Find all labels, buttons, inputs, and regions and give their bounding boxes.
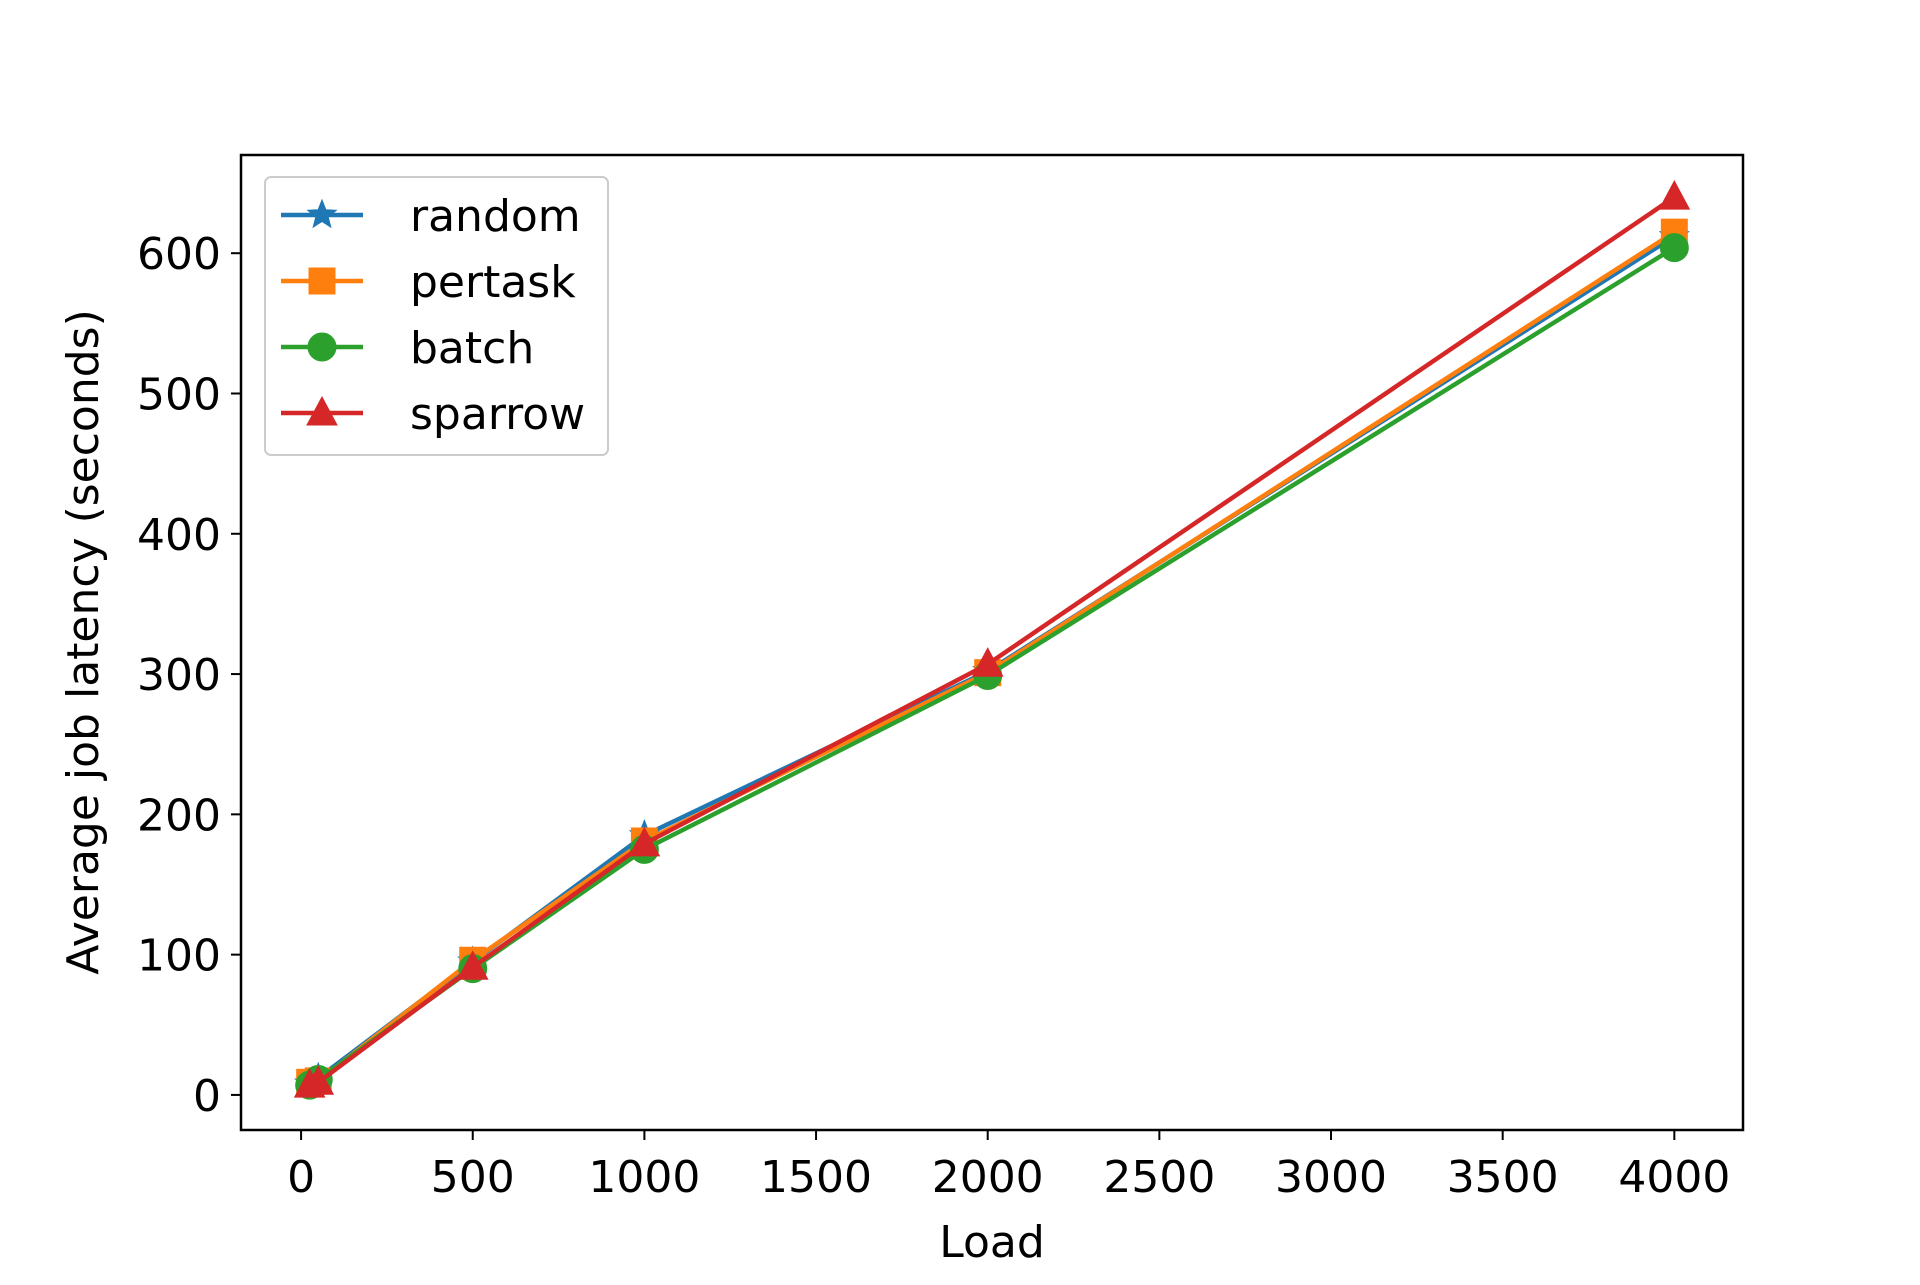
legend-item-batch: batch xyxy=(281,323,534,374)
legend-marker-pertask xyxy=(308,267,336,295)
x-tick-label: 0 xyxy=(287,1152,315,1203)
legend-marker-random xyxy=(306,198,338,229)
legend-label: sparrow xyxy=(410,389,585,440)
y-tick-label: 300 xyxy=(137,650,221,701)
legend-label: pertask xyxy=(410,257,576,308)
x-axis-label: Load xyxy=(939,1217,1045,1268)
y-tick-label: 400 xyxy=(137,510,221,561)
x-tick-label: 2000 xyxy=(932,1152,1044,1203)
legend-item-pertask: pertask xyxy=(281,257,576,308)
plot-frame xyxy=(239,153,1745,1132)
x-tick-label: 3000 xyxy=(1275,1152,1387,1203)
y-tick-label: 0 xyxy=(193,1071,221,1122)
legend-marker-sparrow xyxy=(306,395,338,426)
x-tick-label: 2500 xyxy=(1103,1152,1215,1203)
data-point-batch xyxy=(1659,233,1689,263)
y-tick-label: 200 xyxy=(137,790,221,841)
data-point-sparrow xyxy=(1658,180,1691,210)
series-group xyxy=(293,180,1691,1100)
series-sparrow xyxy=(293,180,1691,1098)
data-point-sparrow xyxy=(628,826,661,857)
x-tick-label: 500 xyxy=(431,1152,515,1203)
x-tick-label: 1000 xyxy=(588,1152,700,1203)
x-tick-label: 1500 xyxy=(760,1152,872,1203)
x-tick-label: 4000 xyxy=(1618,1152,1730,1203)
data-point-sparrow xyxy=(971,647,1004,677)
legend-label: random xyxy=(410,191,581,242)
legend-item-sparrow: sparrow xyxy=(281,389,585,440)
legend-label: batch xyxy=(410,323,534,374)
y-tick-label: 600 xyxy=(137,229,221,280)
data-point-sparrow xyxy=(302,1065,335,1095)
y-axis-label: Average job latency (seconds) xyxy=(58,309,109,975)
legend-marker-batch xyxy=(307,332,337,362)
data-point-sparrow xyxy=(456,950,489,980)
legend: random pertask batch sparrow xyxy=(264,176,609,456)
legend-item-random: random xyxy=(281,191,581,242)
x-tick-label: 3500 xyxy=(1447,1152,1559,1203)
axes: 0 500 1000 1500 2000 2500 3000 3500 4000 0 100 200 3… xyxy=(137,229,1730,1203)
legend-box xyxy=(264,176,609,456)
y-tick-label: 100 xyxy=(137,931,221,982)
y-tick-label: 500 xyxy=(137,369,221,420)
